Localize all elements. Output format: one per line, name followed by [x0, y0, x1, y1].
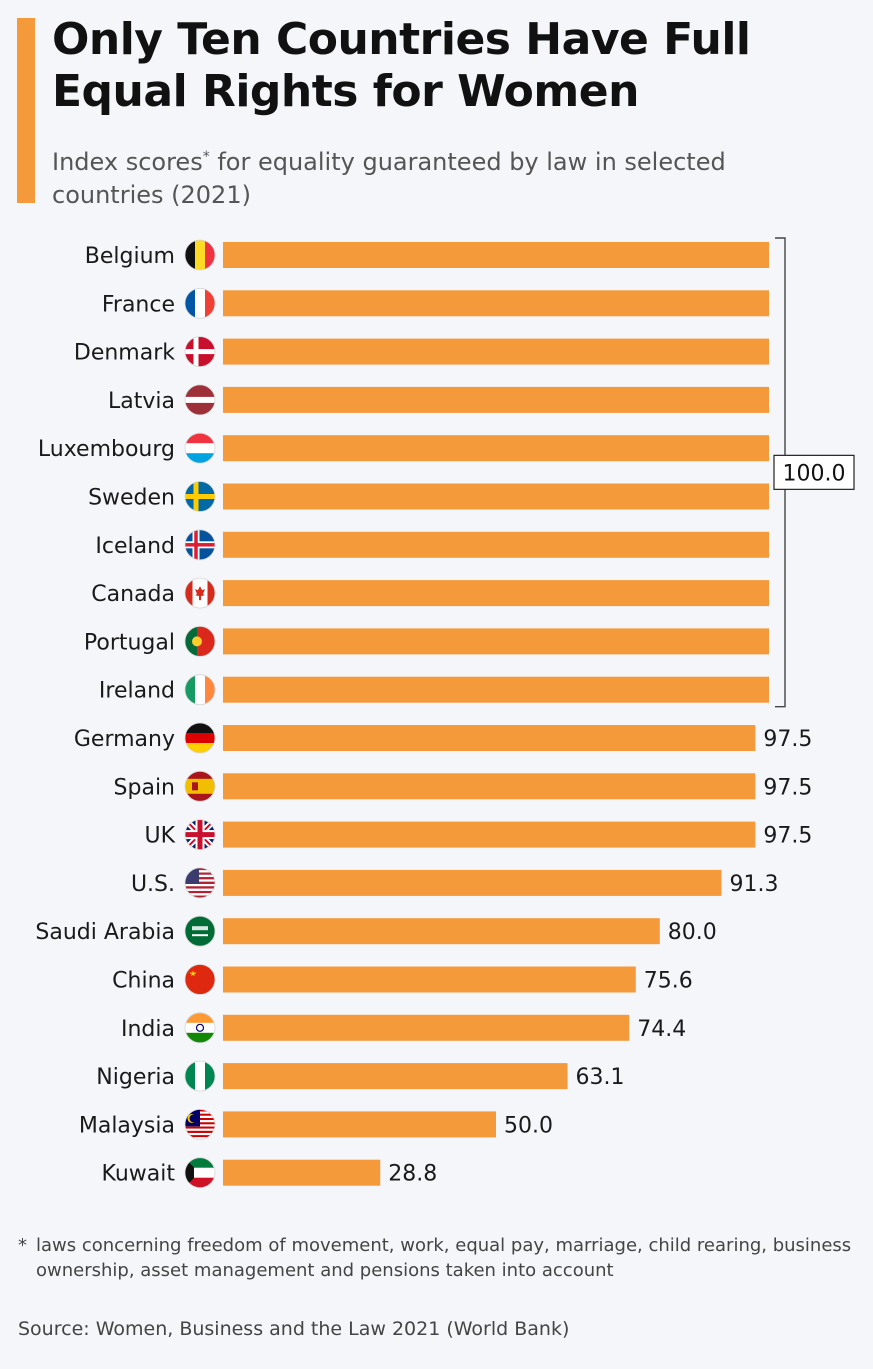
- category-label-sweden: Sweden: [88, 486, 175, 511]
- bar-portugal: [223, 628, 769, 655]
- category-label-china: China: [112, 969, 175, 994]
- bar-malaysia: [223, 1111, 496, 1138]
- bar-germany: [223, 725, 756, 751]
- bar-saudi-arabia: [223, 918, 660, 945]
- flag-denmark-icon: [184, 336, 216, 368]
- bar-u-s: [223, 869, 722, 896]
- category-label-belgium: Belgium: [85, 244, 175, 269]
- value-label-u-s: 91.3: [729, 872, 778, 897]
- category-label-kuwait: Kuwait: [102, 1162, 176, 1187]
- category-label-canada: Canada: [91, 582, 175, 607]
- category-label-nigeria: Nigeria: [96, 1065, 175, 1090]
- bar-india: [223, 1014, 630, 1041]
- category-label-malaysia: Malaysia: [79, 1113, 175, 1138]
- flag-france-icon: [184, 287, 216, 319]
- bar-france: [223, 290, 769, 317]
- chart-title: Only Ten Countries Have Full Equal Right…: [52, 14, 751, 117]
- flag-ireland-icon: [184, 674, 216, 706]
- category-label-denmark: Denmark: [74, 341, 175, 366]
- category-label-uk: UK: [144, 824, 175, 849]
- flag-nigeria-icon: [184, 1060, 216, 1092]
- category-label-ireland: Ireland: [99, 679, 175, 704]
- flag-belgium-icon: [184, 239, 216, 271]
- category-label-luxembourg: Luxembourg: [38, 437, 175, 462]
- value-label-saudi-arabia: 80.0: [668, 920, 717, 945]
- bar-iceland: [223, 531, 769, 558]
- category-label-latvia: Latvia: [108, 389, 175, 414]
- bar-belgium: [223, 242, 769, 268]
- footnote-asterisk: *: [18, 1235, 27, 1256]
- flag-saudi-arabia-icon: [184, 915, 216, 947]
- bar-canada: [223, 580, 769, 607]
- value-label-kuwait: 28.8: [388, 1162, 437, 1187]
- subtitle-asterisk: *: [202, 149, 210, 165]
- bar-spain: [223, 773, 756, 800]
- value-label-china: 75.6: [644, 969, 693, 994]
- value-label-india: 74.4: [637, 1017, 686, 1042]
- flag-china-icon: [184, 964, 216, 995]
- footnote-text: laws concerning freedom of movement, wor…: [36, 1235, 852, 1281]
- category-label-iceland: Iceland: [95, 534, 175, 559]
- category-label-spain: Spain: [114, 775, 175, 800]
- value-label-malaysia: 50.0: [504, 1113, 553, 1138]
- bar-latvia: [223, 386, 769, 413]
- title-accent-bar: [17, 18, 35, 203]
- subtitle-text-end: for equality guaranteed by law in select…: [52, 148, 726, 209]
- flag-india-icon: [184, 1012, 216, 1044]
- flag-iceland-icon: [184, 529, 216, 561]
- value-label-spain: 97.5: [763, 775, 812, 800]
- bar-denmark: [223, 338, 769, 365]
- group-value-box: [773, 454, 855, 490]
- category-label-u-s: U.S.: [131, 872, 175, 897]
- bar-china: [223, 966, 636, 993]
- flag-luxembourg-icon: [184, 432, 216, 464]
- bar-luxembourg: [223, 435, 769, 462]
- source-note: Source: Women, Business and the Law 2021…: [18, 1318, 570, 1340]
- subtitle-text-start: Index scores: [52, 148, 203, 176]
- bar-kuwait: [223, 1159, 381, 1186]
- footnote: * laws concerning freedom of movement, w…: [18, 1233, 858, 1283]
- flag-uk-icon: [184, 819, 216, 850]
- value-label-germany: 97.5: [763, 727, 812, 752]
- value-label-uk: 97.5: [763, 824, 812, 849]
- flag-us-icon: [184, 867, 216, 899]
- bar-nigeria: [223, 1063, 568, 1090]
- category-label-france: France: [102, 292, 175, 317]
- bar-uk: [223, 821, 756, 848]
- category-label-germany: Germany: [74, 727, 175, 752]
- bar-sweden: [223, 483, 769, 510]
- flag-germany-icon: [184, 722, 216, 754]
- flag-malaysia-icon: [184, 1109, 216, 1140]
- group-value-label: 100.0: [783, 461, 846, 486]
- value-label-nigeria: 63.1: [576, 1065, 625, 1090]
- flag-portugal-icon: [184, 625, 216, 657]
- category-label-india: India: [121, 1017, 175, 1042]
- flag-canada-icon: [184, 577, 216, 609]
- category-label-saudi-arabia: Saudi Arabia: [35, 920, 175, 945]
- flag-spain-icon: [184, 770, 216, 802]
- flag-kuwait-icon: [184, 1157, 216, 1189]
- bar-ireland: [223, 676, 769, 703]
- flag-sweden-icon: [184, 481, 216, 512]
- category-label-portugal: Portugal: [84, 630, 175, 655]
- bar-chart: Belgium France Denmark Latvia Luxembourg Swed…: [35, 237, 855, 1189]
- chart-subtitle: Index scores* for equality guaranteed by…: [52, 141, 752, 212]
- flag-latvia-icon: [184, 384, 216, 416]
